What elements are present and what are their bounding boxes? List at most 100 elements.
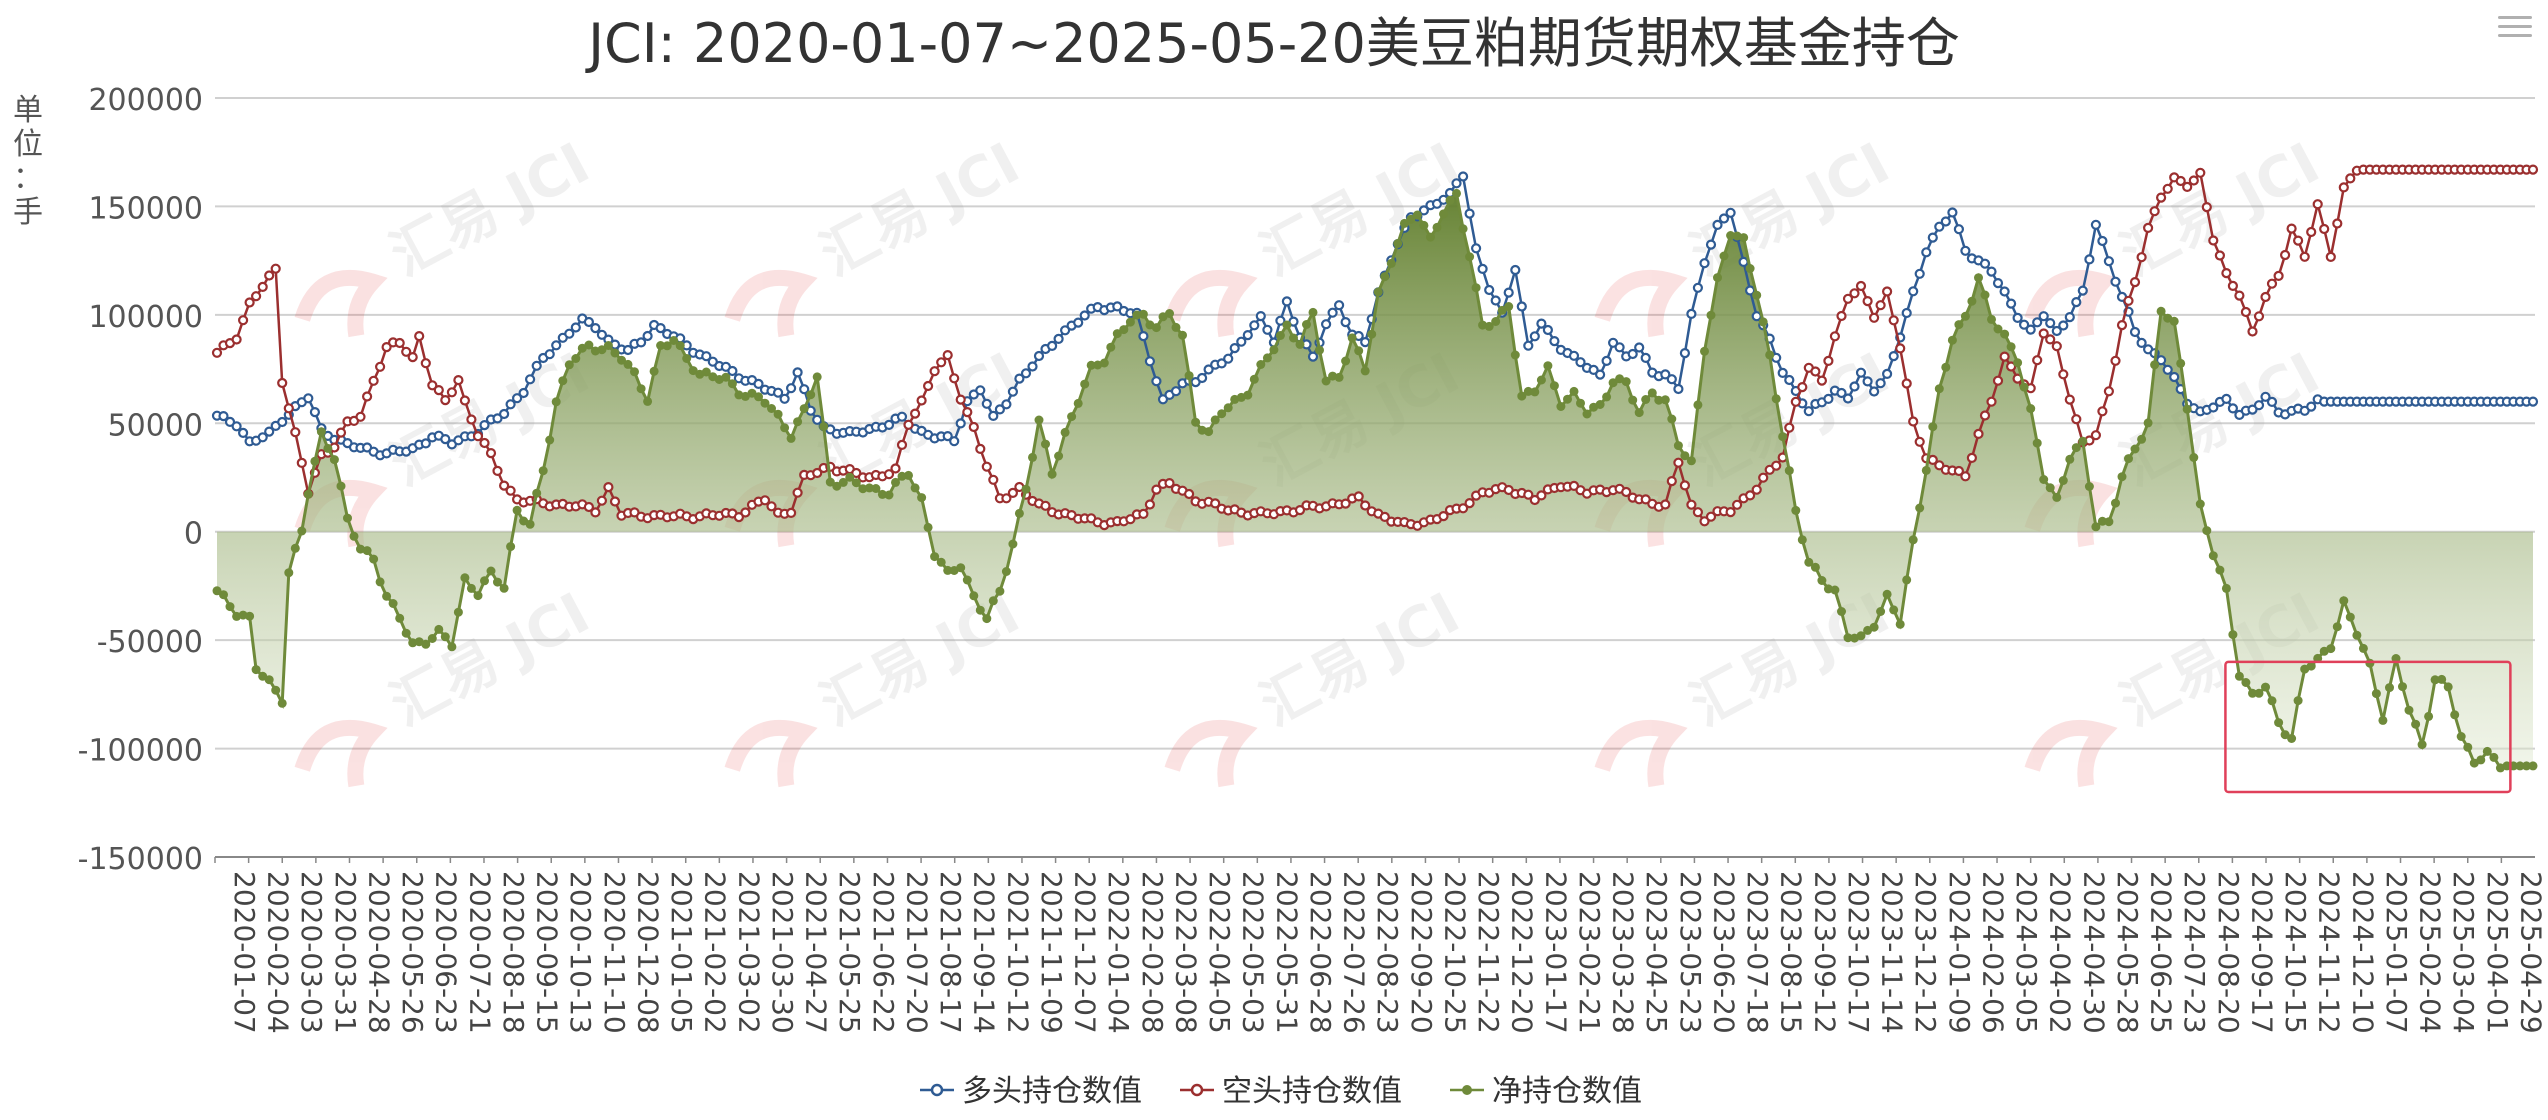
x-tick-label: 2022-12-20: [1506, 871, 1539, 1034]
series-point: [479, 420, 490, 431]
series-point: [2129, 326, 2141, 338]
x-tick-label: 2024-01-09: [1943, 871, 1976, 1034]
series-point: [1901, 378, 1912, 389]
series-point: [1986, 266, 1997, 277]
net-point: [2084, 482, 2094, 491]
menu-icon[interactable]: [2498, 12, 2532, 42]
net-point: [1001, 567, 1011, 576]
series-point: [492, 465, 503, 476]
series-point: [642, 330, 653, 342]
net-point: [701, 367, 711, 377]
series-point: [903, 419, 914, 430]
series-point: [2064, 312, 2075, 323]
series-point: [1536, 490, 1547, 501]
net-point: [2019, 382, 2029, 392]
net-point: [1073, 398, 1083, 408]
series-point: [942, 431, 953, 442]
net-point: [251, 665, 261, 675]
series-point: [1881, 286, 1893, 297]
series-point: [1210, 498, 1221, 509]
net-point: [2482, 746, 2492, 756]
series-point: [231, 334, 242, 345]
highlight-box: [2224, 660, 2512, 794]
series-point: [264, 426, 275, 437]
series-point: [1457, 171, 1469, 182]
net-point: [564, 360, 574, 370]
legend-item[interactable]: 净持仓数值: [1450, 1074, 1642, 1109]
net-point: [1876, 607, 1886, 616]
series-point: [1255, 311, 1266, 322]
series-point: [1751, 484, 1762, 495]
series-point: [2201, 202, 2212, 213]
series-point: [1281, 296, 1293, 307]
net-point: [316, 427, 326, 437]
series-point: [2240, 306, 2251, 318]
legend-item[interactable]: 多头持仓数值: [920, 1074, 1142, 1109]
series-point: [2234, 290, 2245, 301]
net-point: [290, 543, 300, 553]
series-point: [2058, 369, 2069, 380]
net-point: [212, 586, 222, 596]
series-point: [1007, 487, 1019, 498]
net-point: [623, 359, 633, 369]
x-tick-label: 2024-08-20: [2212, 871, 2245, 1034]
net-point: [1191, 417, 1201, 427]
legend-item[interactable]: 空头持仓数值: [1180, 1074, 1402, 1109]
series-point: [2012, 312, 2023, 323]
net-point: [2280, 730, 2290, 740]
y-label-char: ：: [13, 161, 43, 196]
series-point: [1360, 500, 1371, 511]
series-point: [1895, 343, 1906, 354]
net-point: [1719, 251, 1729, 261]
series-point: [2221, 268, 2232, 279]
series-point: [1223, 353, 1234, 364]
legend-label: 净持仓数值: [1492, 1074, 1642, 1109]
series-point: [812, 414, 823, 425]
series-point: [2260, 391, 2271, 402]
net-point: [851, 478, 861, 488]
net-point: [2345, 612, 2355, 622]
net-point: [1432, 222, 1442, 232]
series-point: [1666, 374, 1677, 385]
net-point: [630, 367, 639, 377]
net-point: [1608, 378, 1618, 388]
series-point: [2182, 181, 2193, 192]
series-point: [2071, 414, 2082, 425]
series-point: [362, 391, 373, 402]
net-point: [427, 634, 437, 643]
net-point: [369, 554, 379, 564]
net-point: [2026, 404, 2036, 414]
x-tick-label: 2022-04-05: [1203, 871, 1236, 1034]
net-point: [558, 376, 568, 386]
series-point: [1594, 369, 1606, 380]
net-point: [2463, 742, 2473, 752]
svg-text:汇易 JCI: 汇易 JCI: [810, 131, 1030, 289]
net-point: [1458, 224, 1468, 234]
series-point: [727, 365, 738, 377]
series-point: [1725, 506, 1736, 518]
series-point: [1934, 221, 1945, 232]
net-point: [754, 392, 763, 402]
x-tick-label: 2021-01-05: [665, 871, 698, 1034]
legend[interactable]: 多头持仓数值 空头持仓数值 净持仓数值: [920, 1074, 1642, 1109]
series-point: [1960, 471, 1971, 482]
x-tick-label: 2020-11-10: [598, 871, 631, 1034]
series-point: [1059, 325, 1071, 336]
net-point: [982, 614, 992, 624]
net-point: [2456, 732, 2466, 741]
series-point: [1679, 480, 1691, 491]
net-point: [1549, 381, 1559, 391]
net-point: [793, 417, 803, 427]
y-tick-label: -100000: [78, 734, 203, 769]
series-point: [1229, 343, 1240, 354]
net-point: [1758, 317, 1768, 327]
x-tick-label: 2021-10-12: [1001, 871, 1034, 1034]
series-point: [1457, 503, 1469, 514]
svg-text:汇易 JCI: 汇易 JCI: [1250, 581, 1470, 739]
series-point: [1992, 375, 2004, 386]
series-point: [1464, 498, 1475, 509]
series-point: [1196, 372, 1208, 384]
series-point: [2156, 192, 2167, 203]
series-point: [1888, 315, 1899, 326]
x-tick-label: 2024-09-17: [2245, 871, 2278, 1034]
